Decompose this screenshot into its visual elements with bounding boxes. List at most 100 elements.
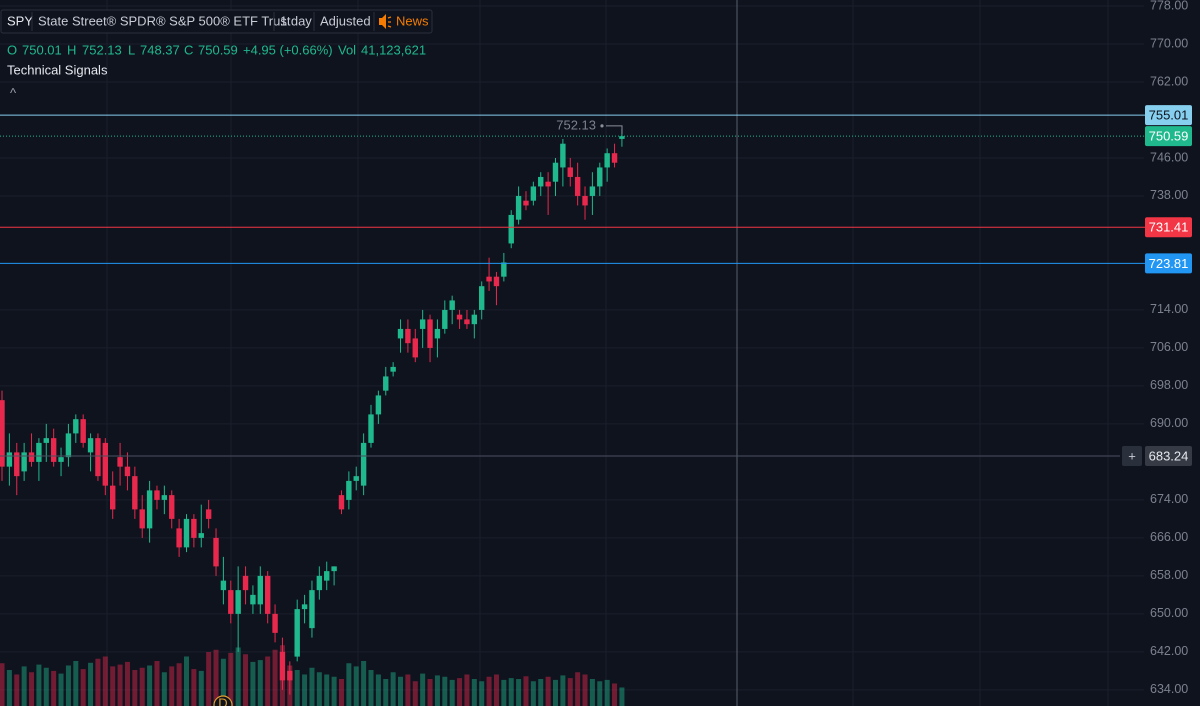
y-tick-label: 762.00: [1150, 74, 1188, 88]
candle-body: [493, 276, 500, 287]
candle-body: [183, 518, 190, 548]
volume-bar: [575, 672, 581, 706]
candle-body: [110, 485, 116, 510]
candle-body: [309, 590, 315, 629]
candle-body: [191, 518, 197, 538]
candle-body: [412, 338, 418, 358]
volume-bar: [43, 667, 49, 706]
candle-body: [419, 319, 426, 329]
volume-bar: [228, 652, 234, 706]
candle-body: [324, 571, 330, 581]
volume-bar: [21, 666, 27, 706]
candle-body: [95, 438, 101, 477]
y-tick-label: 674.00: [1150, 492, 1188, 506]
candle-body: [442, 309, 448, 329]
volume-bar: [58, 673, 64, 706]
price-line-label: 755.01: [1149, 108, 1189, 123]
high-marker-line: [606, 125, 623, 134]
candle-body: [515, 195, 522, 220]
interval[interactable]: 1 day: [280, 13, 312, 28]
candle-body: [176, 528, 182, 548]
volume-bar: [191, 669, 197, 706]
candle-body: [139, 509, 145, 529]
candle-body: [250, 594, 256, 605]
candle-body: [508, 214, 514, 244]
volume-bar: [560, 675, 566, 706]
news-icon: [379, 14, 386, 29]
volume-bar: [309, 667, 315, 706]
security-name: State Street® SPDR® S&P 500® ETF Trust: [38, 13, 291, 28]
volume-bar: [36, 664, 42, 706]
candle-body: [604, 153, 610, 168]
symbol[interactable]: SPY: [7, 13, 33, 28]
volume-bar: [235, 647, 241, 706]
candle-body: [434, 328, 441, 339]
candle-body: [146, 490, 153, 529]
volume-bar: [545, 676, 551, 706]
high-marker-dot: [600, 124, 604, 128]
volume-bar: [0, 663, 5, 706]
volume-bar: [73, 661, 79, 706]
candle-body: [36, 442, 42, 462]
value-open: 750.01: [22, 42, 62, 57]
volume-bar: [530, 681, 536, 706]
volume-bar: [132, 670, 138, 706]
price-line-box: [1145, 253, 1192, 274]
volume-bar: [265, 656, 271, 706]
crosshair-add-button[interactable]: [1122, 446, 1142, 467]
y-tick-label: 650.00: [1150, 606, 1188, 620]
y-tick-label: 666.00: [1150, 530, 1188, 544]
volume-bar: [449, 679, 455, 706]
volume-bar: [420, 673, 426, 706]
y-tick-label: 746.00: [1150, 150, 1188, 164]
volume-bar: [169, 666, 175, 706]
candle-body: [124, 466, 131, 477]
volume-bar: [154, 661, 160, 706]
candle-body: [117, 457, 123, 467]
candle-body: [205, 509, 212, 519]
volume-bar: [353, 666, 359, 706]
candle-body: [560, 143, 566, 168]
y-tick-label: 738.00: [1150, 188, 1188, 202]
time-grid: [106, 0, 1109, 706]
volume-bar: [316, 672, 322, 706]
adjustment[interactable]: Adjusted: [320, 13, 371, 28]
volume-bar: [427, 679, 433, 706]
candle-body: [154, 490, 160, 500]
volume-bar: [110, 666, 116, 706]
volume-bar: [124, 661, 130, 706]
candle-body: [383, 376, 389, 391]
volume-bar: [117, 664, 123, 706]
candle-body: [102, 442, 109, 486]
candle-body: [479, 286, 485, 310]
candle-body: [456, 314, 463, 320]
candle-body: [294, 609, 300, 657]
candle-body: [427, 319, 433, 348]
volume-bar: [14, 674, 20, 706]
candle-body: [331, 566, 337, 572]
volume-bar: [176, 663, 182, 706]
volume-bar: [434, 675, 440, 706]
volume-bar: [464, 674, 470, 706]
technical-signals[interactable]: Technical Signals: [7, 62, 108, 77]
candle-body: [582, 195, 588, 206]
volume-bar: [361, 661, 367, 706]
candle-body: [486, 276, 492, 282]
value-low: 748.37: [140, 42, 180, 57]
y-tick-label: 698.00: [1150, 378, 1188, 392]
volume-bar: [538, 679, 544, 706]
volume-bar: [65, 665, 71, 706]
volume: 41,123,621: [361, 42, 426, 57]
crosshair-add-icon: +: [1128, 448, 1136, 463]
volume-bar: [213, 649, 219, 706]
volume-bar: [479, 681, 485, 706]
last-price-label: 750.59: [1149, 129, 1189, 144]
candle-body: [405, 328, 411, 344]
volume-bar: [457, 678, 463, 706]
news[interactable]: News: [396, 13, 429, 28]
volume-bar: [612, 683, 618, 706]
collapse-toggle[interactable]: ^: [10, 85, 17, 100]
y-tick-label: 714.00: [1150, 302, 1188, 316]
volume-bar: [368, 670, 374, 706]
